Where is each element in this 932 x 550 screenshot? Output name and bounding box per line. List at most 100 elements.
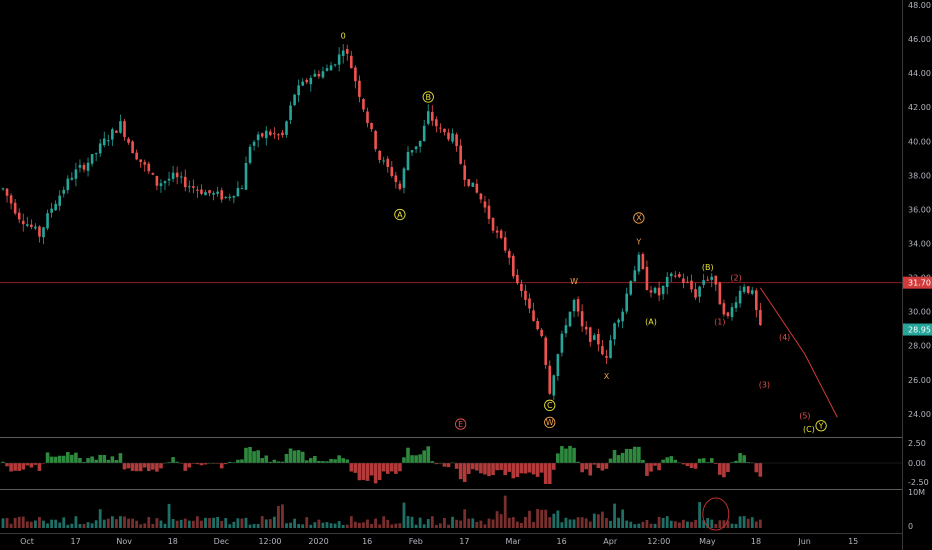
- oscillator-bar: [414, 455, 418, 463]
- oscillator-bar: [430, 461, 435, 463]
- volume-bar: [297, 524, 301, 528]
- oscillator-bar: [547, 463, 552, 484]
- candle-body: [115, 130, 118, 133]
- volume-bar: [609, 520, 612, 528]
- volume-bar: [451, 516, 454, 528]
- volume-bar: [123, 516, 126, 528]
- candle-body: [135, 152, 138, 160]
- oscillator-bar: [248, 446, 252, 463]
- volume-bar: [232, 521, 236, 528]
- volume-bar: [665, 516, 669, 528]
- oscillator-bar: [134, 463, 139, 472]
- volume-bar: [98, 509, 102, 528]
- volume-bar: [281, 504, 284, 528]
- volume-bar: [475, 521, 479, 528]
- time-tick-label: Nov: [116, 537, 132, 546]
- candle-body: [431, 112, 434, 121]
- candle-body: [228, 196, 232, 198]
- wave-label-circle: [422, 91, 434, 103]
- time-tick-label: 17: [459, 537, 469, 546]
- oscillator-bar: [167, 462, 171, 463]
- volume-bar: [694, 519, 697, 528]
- volume-bar: [216, 517, 220, 528]
- volume-bar: [268, 519, 272, 528]
- candle-body: [151, 173, 155, 175]
- volume-bar: [212, 517, 215, 528]
- oscillator-bar: [531, 463, 536, 475]
- oscillator-bar: [705, 462, 710, 463]
- candle-body: [674, 275, 677, 277]
- volume-bar: [196, 516, 199, 528]
- oscillator-bar: [183, 463, 188, 471]
- grid-lines: [0, 0, 903, 550]
- candle-body: [463, 165, 466, 180]
- candle-body: [163, 181, 167, 184]
- oscillator-bar: [495, 463, 499, 471]
- volume-bar: [345, 524, 349, 528]
- candle-body: [528, 298, 531, 309]
- oscillator-bar: [390, 463, 394, 472]
- volume-bar: [524, 516, 527, 528]
- oscillator-bar: [373, 463, 378, 484]
- oscillator-bar: [523, 463, 528, 474]
- oscillator-bar: [576, 461, 580, 463]
- volume-bar: [285, 523, 288, 528]
- wave-label-circle: [394, 208, 406, 221]
- candle-body: [21, 220, 25, 225]
- candle-body: [167, 178, 171, 181]
- oscillator-bar: [503, 463, 507, 476]
- volume-bar: [119, 516, 122, 528]
- volume-bar: [426, 519, 430, 528]
- candle-body: [192, 186, 195, 188]
- oscillator-bar: [45, 452, 50, 463]
- volume-bar: [629, 521, 633, 528]
- volume-bar: [305, 517, 309, 528]
- candle-body: [435, 119, 438, 127]
- price-tick-label: 40.00: [908, 137, 931, 146]
- oscillator-bar: [25, 463, 30, 466]
- candle-body: [94, 153, 98, 155]
- candle-body: [273, 133, 276, 135]
- oscillator-bar: [527, 463, 532, 473]
- oscillator-bar: [673, 459, 678, 463]
- candle-body: [475, 183, 479, 193]
- candle-body: [46, 213, 49, 229]
- volume-bar: [572, 519, 576, 528]
- volume-bar: [240, 518, 244, 528]
- price-tick-label: 28.00: [908, 342, 931, 351]
- volume-bar: [208, 518, 211, 528]
- candle-body: [665, 276, 669, 287]
- oscillator-bar: [98, 454, 102, 463]
- wave-label: X: [604, 372, 610, 381]
- volume-bar: [406, 516, 410, 528]
- candle-body: [30, 224, 33, 228]
- candle-body: [111, 129, 114, 140]
- volume-bar: [641, 521, 645, 528]
- candle-body: [78, 165, 82, 168]
- candle-body: [216, 191, 219, 194]
- candle-body: [9, 195, 13, 204]
- volume-bar: [410, 516, 414, 528]
- volume-bar: [677, 522, 681, 528]
- oscillator-bar: [317, 460, 321, 463]
- oscillator-bar: [515, 463, 520, 478]
- volume-bar: [487, 518, 491, 528]
- wave-label: C: [547, 401, 553, 410]
- time-tick-label: 18: [168, 537, 178, 546]
- candle-body: [171, 172, 175, 179]
- oscillator-bar: [5, 463, 9, 467]
- candle-body: [439, 127, 442, 129]
- price-tick-label: 48.00: [908, 1, 931, 10]
- candle-body: [621, 311, 624, 322]
- candle-body: [188, 186, 191, 188]
- volume-bar: [110, 516, 114, 528]
- wave-label: W: [546, 418, 554, 427]
- candle-body: [5, 188, 9, 196]
- oscillator-bar: [511, 463, 516, 479]
- volume-bar: [155, 518, 159, 528]
- oscillator-bar: [313, 456, 317, 463]
- oscillator-bar: [466, 463, 471, 474]
- volume-bar: [613, 503, 616, 528]
- oscillator-bar: [709, 458, 714, 463]
